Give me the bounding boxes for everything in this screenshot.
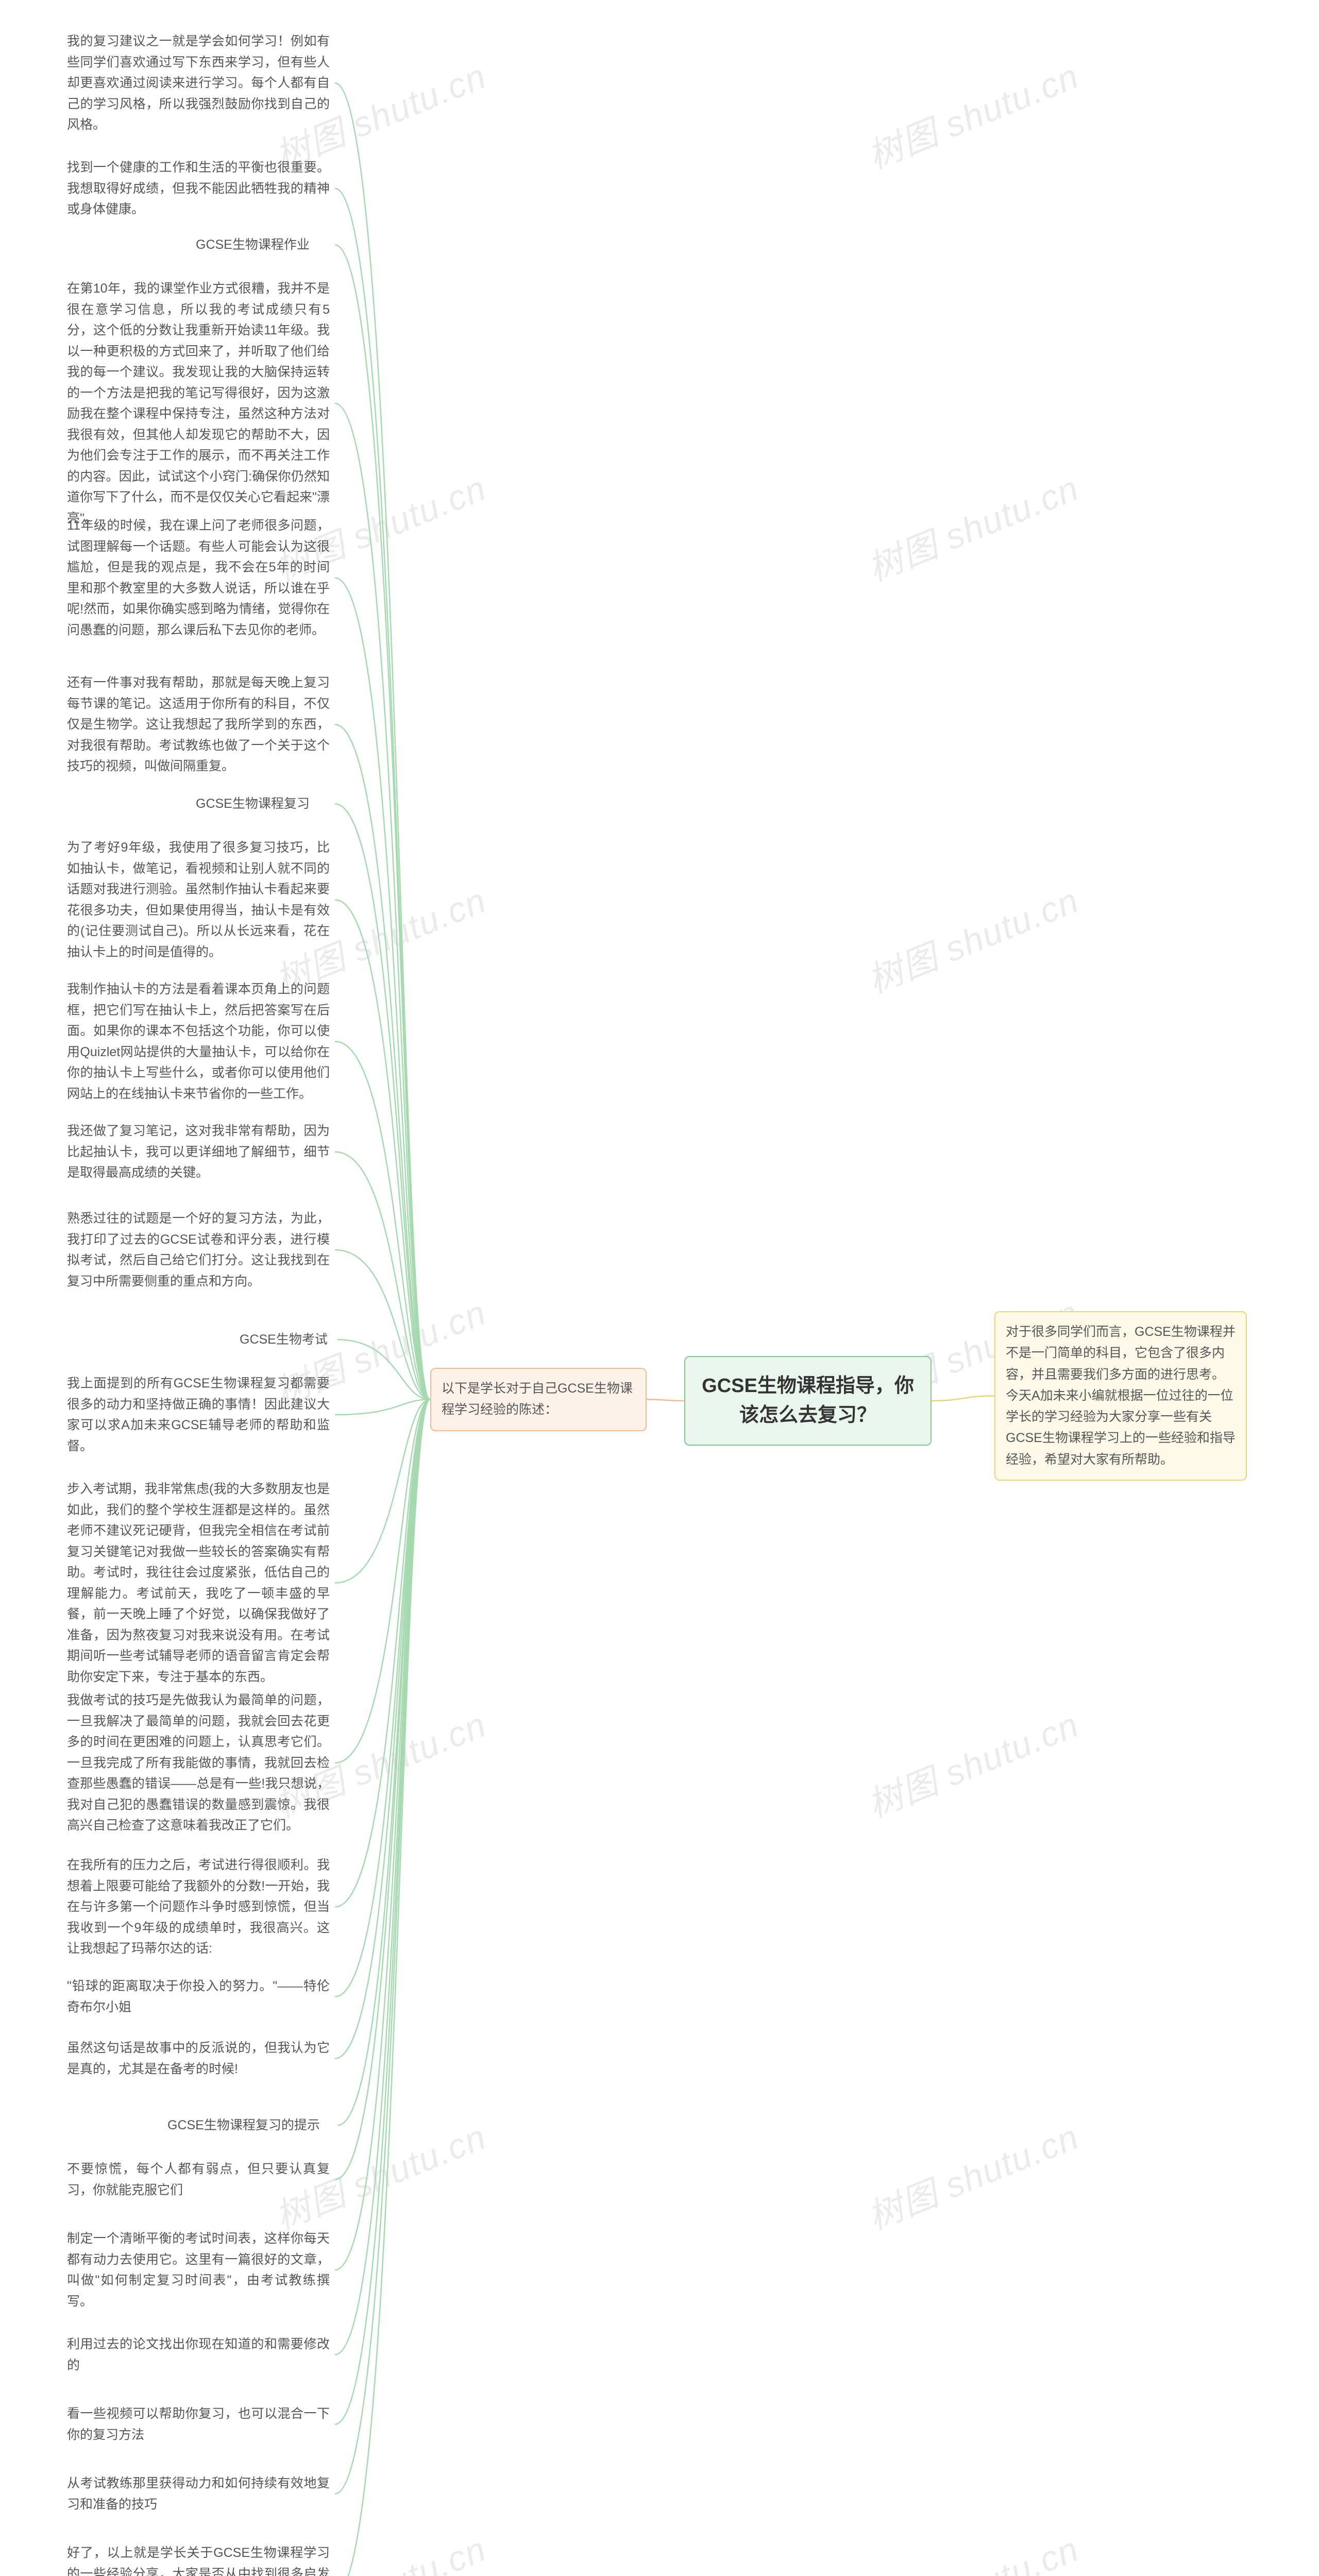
leaf-paragraph: 在我所有的压力之后，考试进行得很顺利。我想着上限要可能给了我额外的分数!一开始，… (67, 1855, 330, 1959)
leaf-paragraph: 熟悉过往的试题是一个好的复习方法，为此，我打印了过去的GCSE试卷和评分表，进行… (67, 1208, 330, 1292)
sub-text: 以下是学长对于自己GCSE生物课程学习经验的陈述： (442, 1381, 633, 1417)
watermark: 树图 shutu.cn (859, 47, 1085, 178)
leaf-heading: GCSE生物课程作业 (196, 234, 330, 256)
leaf-paragraph: 不要惊慌，每个人都有弱点，但只要认真复习，你就能克服它们 (67, 2159, 330, 2200)
leaf-paragraph: "铅球的距离取决于你投入的努力。"——特伦奇布尔小姐 (67, 1976, 330, 2018)
watermark: 树图 shutu.cn (859, 2520, 1085, 2576)
leaf-heading: GCSE生物课程复习 (196, 793, 330, 815)
leaf-paragraph: 虽然这句话是故事中的反派说的，但我认为它是真的，尤其是在备考的时候! (67, 2038, 330, 2079)
leaf-paragraph: 看一些视频可以帮助你复习，也可以混合一下你的复习方法 (67, 2403, 330, 2445)
leaf-heading: GCSE生物考试 (240, 1329, 332, 1350)
leaf-paragraph: 我的复习建议之一就是学会如何学习！例如有些同学们喜欢通过写下东西来学习，但有些人… (67, 31, 330, 135)
leaf-paragraph: 11年级的时候，我在课上问了老师很多问题，试图理解每一个话题。有些人可能会认为这… (67, 515, 330, 640)
intro-node: 对于很多同学们而言，GCSE生物课程并不是一门简单的科目，它包含了很多内容，并且… (994, 1311, 1247, 1481)
leaf-paragraph: 我还做了复习笔记，这对我非常有帮助，因为比起抽认卡，我可以更详细地了解细节，细节… (67, 1121, 330, 1183)
intro-text: 对于很多同学们而言，GCSE生物课程并不是一门简单的科目，它包含了很多内容，并且… (1006, 1325, 1236, 1467)
root-node: GCSE生物课程指导，你该怎么去复习？ (684, 1356, 932, 1446)
root-title: GCSE生物课程指导，你该怎么去复习？ (702, 1375, 914, 1426)
watermark: 树图 shutu.cn (859, 872, 1085, 1003)
leaf-paragraph: 制定一个清晰平衡的考试时间表，这样你每天都有动力去使用它。这里有一篇很好的文章，… (67, 2228, 330, 2312)
watermark: 树图 shutu.cn (859, 2108, 1085, 2239)
leaf-heading: GCSE生物课程复习的提示 (167, 2115, 332, 2136)
leaf-paragraph: 我制作抽认卡的方法是看着课本页角上的问题框，把它们写在抽认卡上，然后把答案写在后… (67, 979, 330, 1104)
leaf-paragraph: 我上面提到的所有GCSE生物课程复习都需要很多的动力和坚持做正确的事情！因此建议… (67, 1373, 330, 1456)
leaf-paragraph: 在第10年，我的课堂作业方式很糟，我并不是很在意学习信息，所以我的考试成绩只有5… (67, 278, 330, 529)
leaf-paragraph: 我做考试的技巧是先做我认为最简单的问题，一旦我解决了最简单的问题，我就会回去花更… (67, 1690, 330, 1836)
leaf-paragraph: 找到一个健康的工作和生活的平衡也很重要。我想取得好成绩，但我不能因此牺牲我的精神… (67, 157, 330, 220)
leaf-paragraph: 步入考试期，我非常焦虑(我的大多数朋友也是如此，我们的整个学校生涯都是这样的。虽… (67, 1479, 330, 1687)
leaf-paragraph: 为了考好9年级，我使用了很多复习技巧，比如抽认卡，做笔记，看视频和让别人就不同的… (67, 837, 330, 962)
leaf-paragraph: 还有一件事对我有帮助，那就是每天晚上复习每节课的笔记。这适用于你所有的科目，不仅… (67, 672, 330, 777)
leaf-paragraph: 从考试教练那里获得动力和如何持续有效地复习和准备的技巧 (67, 2473, 330, 2515)
watermark: 树图 shutu.cn (859, 1696, 1085, 1827)
leaf-paragraph: 利用过去的论文找出你现在知道的和需要修改的 (67, 2334, 330, 2376)
sub-node: 以下是学长对于自己GCSE生物课程学习经验的陈述： (430, 1368, 647, 1431)
leaf-paragraph: 好了，以上就是学长关于GCSE生物课程学习的一些经验分享，大家是否从中找到很多启… (67, 2543, 330, 2576)
watermark: 树图 shutu.cn (859, 460, 1085, 590)
